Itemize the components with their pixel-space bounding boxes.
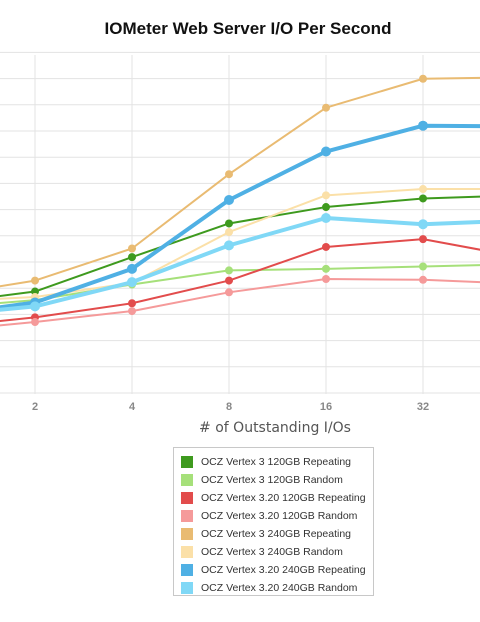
data-point <box>127 277 137 288</box>
legend-item: OCZ Vertex 3.20 240GB Repeating <box>181 561 373 579</box>
x-tick-labels: 2 4 8 16 32 <box>32 401 429 413</box>
data-point <box>30 301 40 312</box>
data-point <box>321 213 331 223</box>
data-point <box>224 195 234 206</box>
legend-label: OCZ Vertex 3.20 240GB Repeating <box>201 564 366 576</box>
legend-swatch <box>181 528 193 540</box>
legend-item: OCZ Vertex 3.20 120GB Repeating <box>181 489 373 507</box>
legend-item: OCZ Vertex 3 120GB Repeating <box>181 453 373 471</box>
legend-label: OCZ Vertex 3 120GB Random <box>201 474 343 486</box>
legend-label: OCZ Vertex 3 240GB Repeating <box>201 528 351 540</box>
data-point <box>225 228 233 237</box>
legend-label: OCZ Vertex 3 240GB Random <box>201 546 343 558</box>
data-point <box>128 307 136 316</box>
legend-swatch <box>181 474 193 486</box>
data-point <box>322 103 330 112</box>
data-point <box>31 276 39 285</box>
data-point <box>419 235 427 244</box>
legend-item: OCZ Vertex 3 120GB Random <box>181 471 373 489</box>
series-line <box>0 264 480 304</box>
data-point <box>322 191 330 200</box>
data-point <box>418 120 428 131</box>
series-2 <box>0 235 480 323</box>
data-point <box>224 240 234 251</box>
x-tick-label: 2 <box>32 401 38 413</box>
series-4 <box>0 74 480 288</box>
data-point <box>419 194 427 203</box>
series-3 <box>0 275 480 327</box>
legend: OCZ Vertex 3 120GB Repeating OCZ Vertex 3… <box>173 447 374 596</box>
legend-swatch <box>181 492 193 504</box>
series-0 <box>0 194 480 298</box>
data-point <box>419 275 427 284</box>
legend-item: OCZ Vertex 3 240GB Repeating <box>181 525 373 543</box>
data-point <box>31 287 39 296</box>
x-tick-label: 8 <box>226 401 232 413</box>
legend-label: OCZ Vertex 3.20 120GB Random <box>201 510 358 522</box>
legend-swatch <box>181 510 193 522</box>
legend-label: OCZ Vertex 3 120GB Repeating <box>201 456 351 468</box>
data-point <box>31 318 39 327</box>
data-point <box>322 275 330 284</box>
legend-item: OCZ Vertex 3 240GB Random <box>181 543 373 561</box>
data-point <box>128 299 136 308</box>
legend-swatch <box>181 546 193 558</box>
data-point <box>225 170 233 179</box>
legend-swatch <box>181 456 193 468</box>
series-line <box>0 188 480 300</box>
data-point <box>419 185 427 194</box>
data-point <box>225 266 233 275</box>
legend-item: OCZ Vertex 3.20 120GB Random <box>181 507 373 525</box>
data-point <box>225 288 233 297</box>
data-point <box>127 263 137 274</box>
data-point <box>225 219 233 228</box>
series-6 <box>0 120 480 310</box>
series-line <box>0 76 480 288</box>
data-point <box>419 262 427 271</box>
legend-item: OCZ Vertex 3.20 240GB Random <box>181 579 373 597</box>
data-point <box>321 146 331 157</box>
legend-label: OCZ Vertex 3.20 240GB Random <box>201 582 358 594</box>
legend-label: OCZ Vertex 3.20 120GB Repeating <box>201 492 366 504</box>
data-point <box>128 253 136 262</box>
series-lines <box>0 74 480 327</box>
data-point <box>322 242 330 251</box>
x-tick-label: 32 <box>417 401 429 413</box>
data-point <box>419 74 427 83</box>
x-tick-label: 16 <box>320 401 332 413</box>
data-point <box>322 264 330 273</box>
series-7 <box>0 213 480 312</box>
data-point <box>128 244 136 253</box>
data-point <box>225 276 233 285</box>
chart-title: IOMeter Web Server I/O Per Second <box>105 19 392 38</box>
data-point <box>322 203 330 212</box>
x-tick-label: 4 <box>129 401 136 413</box>
legend-swatch <box>181 564 193 576</box>
data-point <box>418 219 428 230</box>
series-line <box>0 278 480 327</box>
x-axis-label: # of Outstanding I/Os <box>199 420 351 436</box>
legend-swatch <box>181 582 193 594</box>
